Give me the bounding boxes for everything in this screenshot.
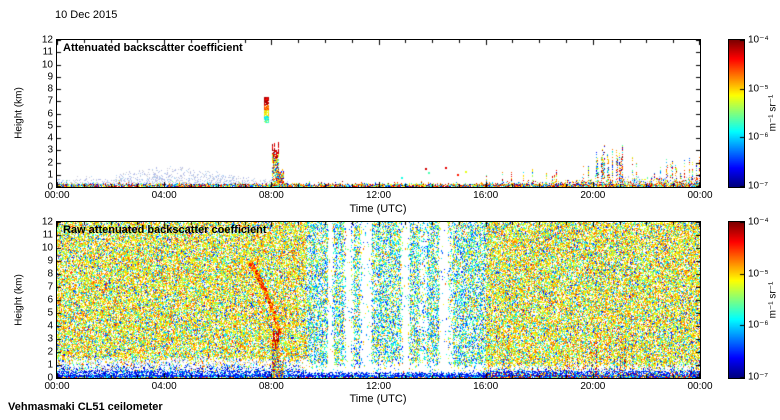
x-tick-label: 08:00 [258,190,284,201]
colorbar-bottom-gradient [729,222,744,378]
y-tick-label: 9 [47,71,53,83]
y-tick-label: 2 [47,157,53,168]
y-tick-label: 0 [47,181,53,193]
colorbar-tick-label: 10⁻⁵ [748,268,769,280]
attenuated-backscatter-panel: Attenuated backscatter coefficient [56,39,701,188]
colorbar-top [728,39,745,188]
y-tick-label: 0 [47,372,53,384]
y-tick-label: 12 [41,34,53,46]
panel2-x-axis-label: Time (UTC) [349,393,407,405]
colorbar-tick-label: 10⁻⁵ [748,83,769,95]
y-tick-label: 12 [41,216,53,228]
y-tick-label: 6 [47,294,53,306]
y-tick-label: 8 [47,83,53,95]
y-tick-label: 6 [47,108,53,119]
colorbar-top-units-label: m⁻¹ sr⁻¹ [767,94,779,132]
colorbar-top-gradient [729,40,744,187]
colorbar-tick-label: 10⁻⁶ [748,131,769,143]
x-tick-label: 00:00 [687,190,713,201]
x-tick-label: 20:00 [580,381,606,392]
y-tick-label: 3 [47,333,53,345]
y-tick-label: 2 [47,346,53,358]
x-tick-label: 00:00 [44,190,70,201]
y-tick-label: 1 [47,169,53,181]
colorbar-tick-label: 10⁻⁶ [748,319,769,331]
colorbar-bottom [728,221,745,379]
panel1-x-axis-label: Time (UTC) [349,203,407,215]
y-tick-label: 4 [47,320,53,332]
y-tick-label: 11 [42,229,53,241]
raw-attenuated-backscatter-heatmap [57,222,700,378]
attenuated-backscatter-heatmap [57,40,700,187]
x-tick-label: 20:00 [580,190,606,201]
x-tick-label: 16:00 [473,381,499,392]
colorbar-tick-label: 10⁻⁴ [748,216,769,228]
colorbar-tick-label: 10⁻⁷ [748,180,769,192]
y-tick-label: 7 [47,95,53,107]
x-tick-label: 08:00 [258,381,284,392]
y-tick-label: 8 [47,268,53,280]
y-tick-label: 7 [47,281,53,293]
x-tick-label: 04:00 [151,190,177,201]
date-label: 10 Dec 2015 [55,9,118,21]
panel2-y-axis-label: Height (km) [13,274,25,326]
x-tick-label: 12:00 [365,381,392,392]
y-tick-label: 5 [47,307,53,319]
raw-attenuated-backscatter-panel: Raw attenuated backscatter coefficient [56,221,701,379]
x-tick-label: 04:00 [151,381,177,392]
instrument-label: Vehmasmaki CL51 ceilometer [8,401,163,413]
y-tick-label: 10 [41,242,53,254]
colorbar-tick-label: 10⁻⁷ [748,371,769,383]
colorbar-bottom-units-label: m⁻¹ sr⁻¹ [767,281,779,319]
panel1-y-axis-label: Height (km) [13,87,25,139]
y-tick-label: 5 [47,120,53,132]
x-tick-label: 00:00 [687,381,713,392]
y-tick-label: 4 [47,132,53,144]
x-tick-label: 00:00 [44,381,70,392]
y-tick-label: 3 [47,144,53,156]
y-tick-label: 11 [42,46,53,58]
x-tick-label: 12:00 [365,190,392,201]
x-tick-label: 16:00 [473,190,499,201]
y-tick-label: 10 [41,59,53,70]
colorbar-tick-label: 10⁻⁴ [748,34,769,46]
panel1-title: Attenuated backscatter coefficient [63,42,243,54]
y-tick-label: 1 [47,359,53,371]
panel2-title: Raw attenuated backscatter coefficient [63,224,267,236]
y-tick-label: 9 [47,255,53,267]
